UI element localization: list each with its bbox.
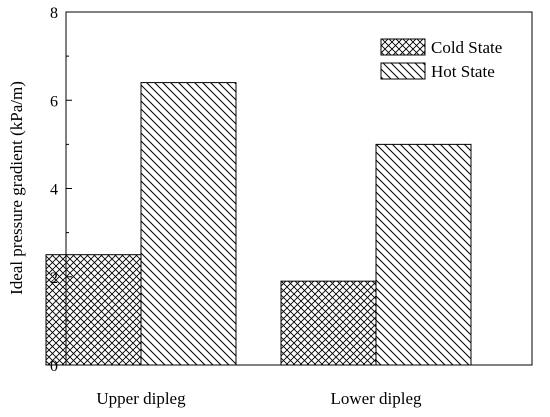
y-axis-ticks: 0 2 4 6 8 — [50, 5, 72, 375]
bar-hot-state-upper-dipleg — [140, 82, 237, 366]
bar-cold-state-lower-dipleg — [280, 280, 377, 366]
y-tick-label: 8 — [50, 5, 58, 22]
legend-swatch-hot-state — [380, 62, 426, 80]
legend-label-cold-state: Cold State — [431, 38, 502, 57]
y-tick-label: 0 — [50, 358, 58, 375]
y-tick-label: 6 — [50, 93, 58, 110]
y-tick-label: 2 — [50, 270, 58, 287]
x-tick-label: Upper dipleg — [96, 389, 186, 408]
legend: Cold State Hot State — [380, 38, 502, 81]
bar-hot-state-lower-dipleg — [375, 143, 472, 366]
x-tick-label: Lower dipleg — [330, 389, 422, 408]
bars — [45, 82, 472, 366]
legend-swatch-cold-state — [380, 38, 426, 56]
bar-cold-state-upper-dipleg — [45, 254, 142, 366]
y-axis-label: Ideal pressure gradient (kPa/m) — [7, 81, 26, 295]
y-tick-label: 4 — [50, 182, 58, 199]
legend-label-hot-state: Hot State — [431, 62, 495, 81]
x-axis-ticks: Upper dipleg Lower dipleg — [96, 359, 422, 408]
